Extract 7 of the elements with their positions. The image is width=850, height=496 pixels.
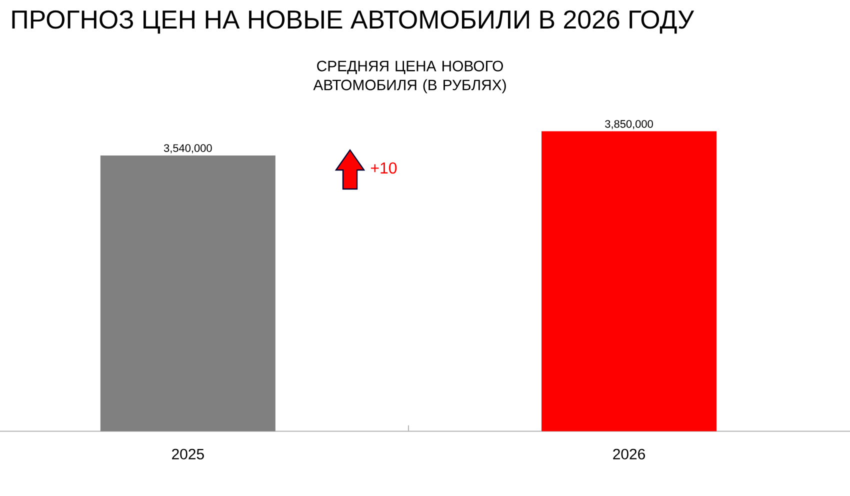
chart-subtitle: СРЕДНЯЯ ЦЕНА НОВОГО АВТОМОБИЛЯ (В РУБЛЯХ) bbox=[313, 60, 506, 94]
chart-title: ПРОГНОЗ ЦЕН НА НОВЫЕ АВТОМОБИЛИ В 2026 ГОДУ bbox=[12, 10, 694, 34]
annotation: +10 bbox=[370, 162, 397, 174]
x-tick-label: 2025 bbox=[172, 448, 204, 460]
x-tick-label: 2026 bbox=[613, 448, 645, 460]
data-label: 3,540,000 bbox=[164, 144, 212, 154]
data-label: 3,850,000 bbox=[605, 120, 653, 130]
